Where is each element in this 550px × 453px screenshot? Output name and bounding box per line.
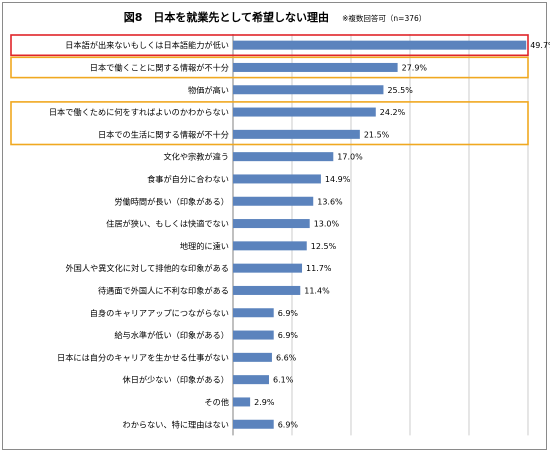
category-label: 自身のキャリアアップにつながらない bbox=[90, 308, 229, 318]
bar bbox=[233, 352, 272, 362]
gridlines bbox=[291, 34, 529, 436]
bar bbox=[233, 107, 376, 117]
data-label: 11.7% bbox=[306, 264, 332, 273]
data-label: 27.9% bbox=[402, 63, 428, 72]
orange-highlight-box bbox=[10, 101, 529, 146]
category-label: 住居が狭い、もしくは快適でない bbox=[106, 219, 229, 229]
category-label: 給与水準が低い（印象がある） bbox=[114, 330, 229, 340]
category-label: 地理的に遠い bbox=[180, 241, 229, 251]
category-label: 物価が高い bbox=[188, 85, 229, 95]
bar bbox=[233, 152, 334, 162]
category-label: 食事が自分に合わない bbox=[147, 174, 229, 184]
bar bbox=[233, 397, 251, 407]
chart-note: ※複数回答可（n=376） bbox=[342, 14, 427, 23]
data-label: 25.5% bbox=[387, 86, 413, 95]
category-label: 日本には自分のキャリアを生かせる仕事がない bbox=[57, 352, 229, 362]
bar bbox=[233, 285, 301, 295]
bar bbox=[233, 419, 274, 429]
bar bbox=[233, 241, 307, 251]
chart-title-row: 図8 日本を就業先として希望しない理由 ※複数回答可（n=376） bbox=[0, 6, 550, 24]
bar bbox=[233, 263, 303, 273]
bar bbox=[233, 196, 314, 206]
bar bbox=[233, 85, 384, 95]
category-label: その他 bbox=[204, 397, 229, 407]
data-label: 6.1% bbox=[273, 376, 294, 385]
category-label: 日本での生活に関する情報が不十分 bbox=[98, 129, 229, 139]
data-label: 6.9% bbox=[278, 331, 299, 340]
category-label: 日本語が出来ないもしくは日本語能力が低い bbox=[65, 40, 229, 50]
data-label: 6.9% bbox=[278, 309, 299, 318]
data-label: 2.9% bbox=[254, 398, 275, 407]
bar bbox=[233, 62, 398, 72]
category-label: 日本で働くことに関する情報が不十分 bbox=[90, 62, 229, 72]
bar bbox=[233, 129, 360, 139]
category-label: 外国人や異文化に対して排他的な印象がある bbox=[65, 263, 229, 273]
category-label: 日本で働くために何をすればよいのかわからない bbox=[49, 107, 229, 117]
data-label: 13.6% bbox=[317, 197, 343, 206]
data-label: 13.0% bbox=[314, 220, 340, 229]
category-label: 労働時間が長い（印象がある） bbox=[114, 196, 229, 206]
bar bbox=[233, 40, 527, 50]
orange-highlight-box bbox=[10, 56, 529, 79]
bar bbox=[233, 330, 274, 340]
category-label: わからない、特に理由はない bbox=[123, 419, 229, 429]
data-label: 21.5% bbox=[364, 130, 390, 139]
data-label: 24.2% bbox=[380, 108, 406, 117]
category-label: 文化や宗教が違う bbox=[163, 152, 229, 162]
chart-title: 図8 日本を就業先として希望しない理由 bbox=[123, 11, 330, 24]
data-label: 11.4% bbox=[304, 286, 330, 295]
data-label: 49.7% bbox=[530, 41, 550, 50]
category-label: 休日が少ない（印象がある） bbox=[123, 375, 229, 385]
category-label: 待遇面で外国人に不利な印象がある bbox=[98, 285, 229, 295]
data-label: 17.0% bbox=[337, 153, 363, 162]
bar bbox=[233, 174, 321, 184]
data-label: 12.5% bbox=[311, 242, 337, 251]
data-label: 6.6% bbox=[276, 353, 297, 362]
red-highlight-box bbox=[10, 34, 529, 57]
data-label: 6.9% bbox=[278, 420, 299, 429]
bar bbox=[233, 219, 310, 229]
bar bbox=[233, 375, 269, 385]
bar bbox=[233, 308, 274, 318]
data-label: 14.9% bbox=[325, 175, 351, 184]
